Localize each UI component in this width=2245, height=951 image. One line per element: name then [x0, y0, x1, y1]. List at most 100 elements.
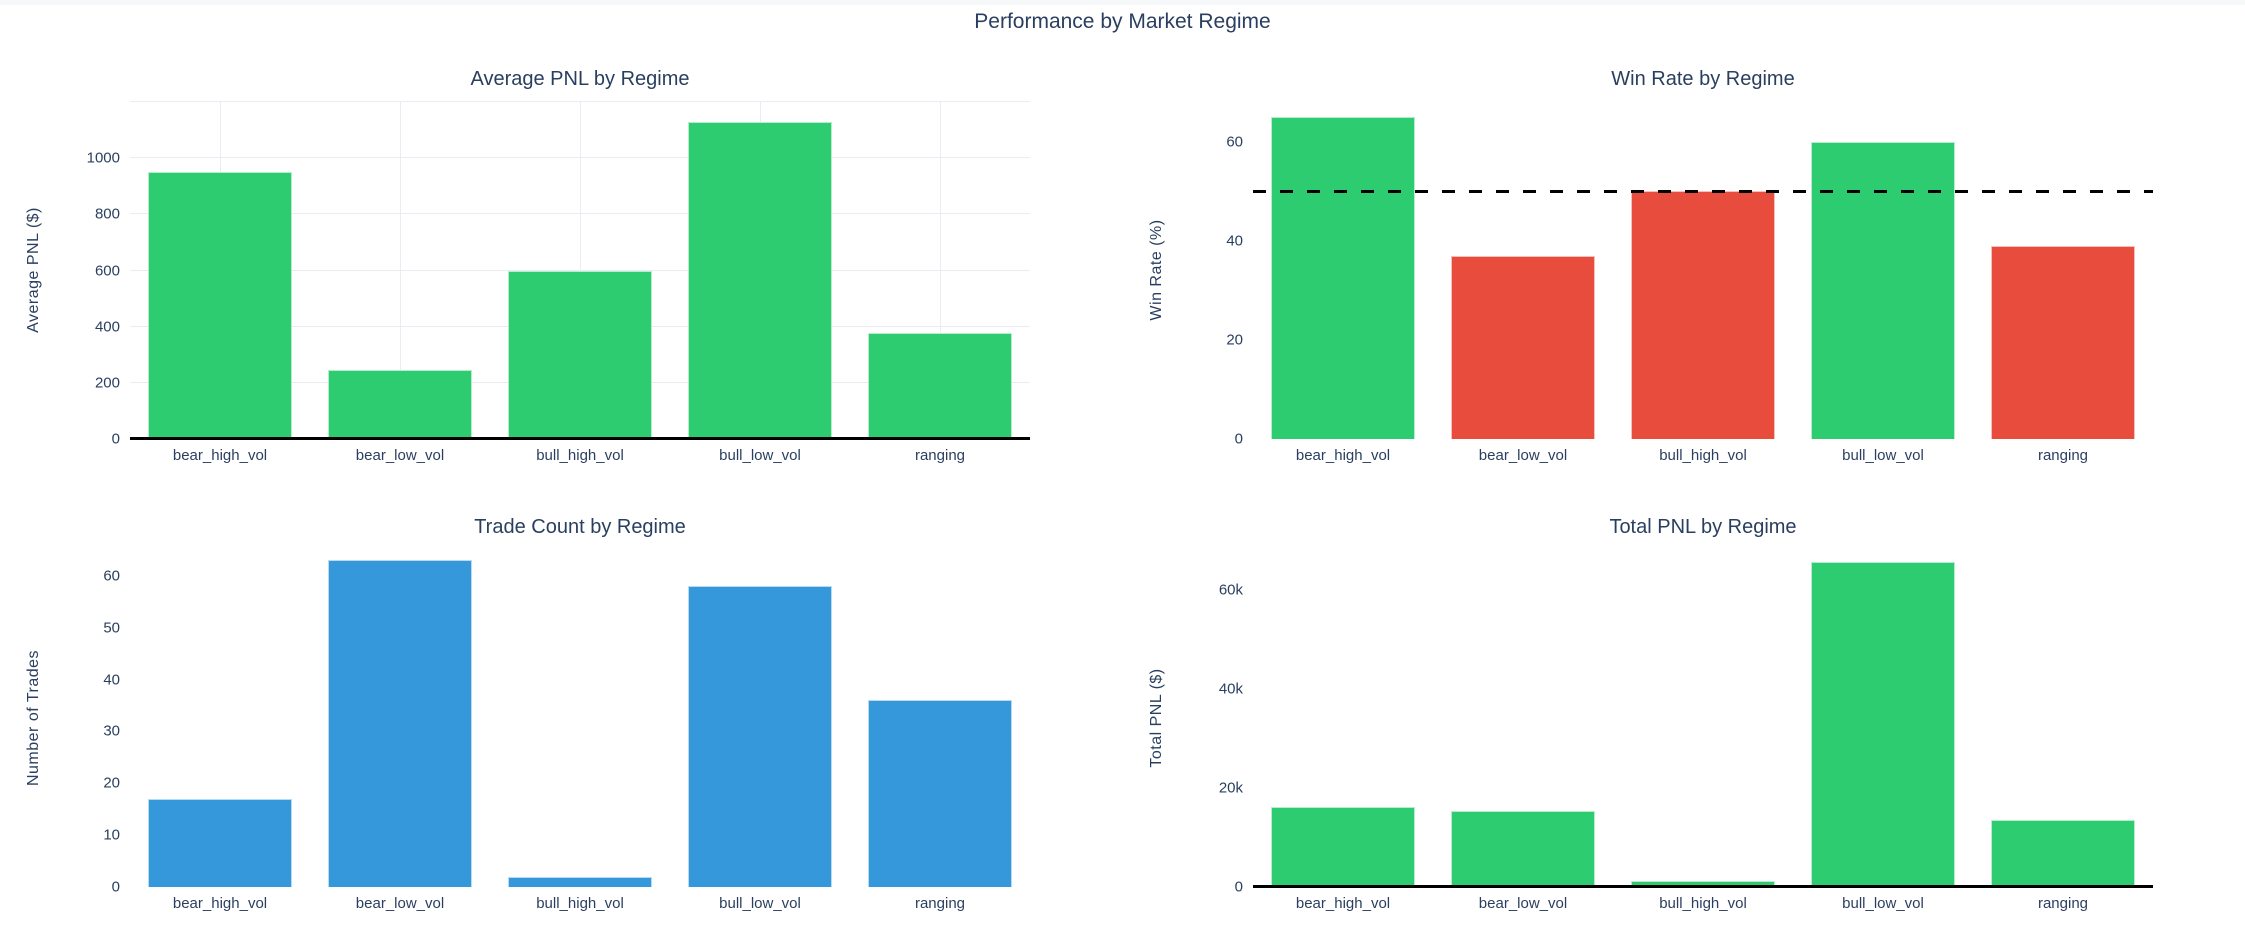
bar-slot [1793, 550, 1973, 887]
x-tick-label: ranging [914, 447, 966, 464]
bar-bear_low_vol [1451, 810, 1595, 887]
bar-bear_low_vol [328, 370, 472, 439]
y-tick-label: 0 [111, 430, 120, 448]
y-tick-label: 20 [103, 774, 120, 792]
bar-bull_low_vol [688, 121, 832, 439]
x-tick-label: bear_high_vol [172, 895, 268, 912]
y-axis-title: Win Rate (%) [1148, 219, 1165, 321]
bars-row [130, 550, 1030, 887]
y-tick-label: 10 [103, 826, 120, 844]
subplot-title: Average PNL by Regime [470, 68, 690, 90]
bar-bear_high_vol [148, 798, 292, 887]
y-tick-label: 600 [94, 262, 120, 279]
y-tick-label: 60 [1226, 133, 1243, 151]
bar-slot [1433, 102, 1613, 439]
x-tick-label: bull_high_vol [536, 895, 624, 912]
bar-bear_high_vol [148, 172, 292, 439]
bar-slot [850, 550, 1030, 887]
bar-bull_low_vol [1811, 141, 1955, 439]
bar-bull_low_vol [688, 586, 832, 887]
bar-slot [310, 550, 490, 887]
bar-slot [1613, 550, 1793, 887]
bar-slot [1793, 102, 1973, 439]
subplot-title: Trade Count by Regime [474, 516, 686, 538]
x-tick-label: bear_high_vol [172, 447, 268, 464]
y-axis-title: Total PNL ($) [1148, 668, 1165, 768]
x-axis-zero-line [1253, 885, 2153, 888]
bar-slot [670, 550, 850, 887]
bar-slot [670, 102, 850, 439]
bar-slot [130, 550, 310, 887]
x-tick-labels: bear_high_vol bear_low_vol bull_high_vol bu… [130, 895, 1030, 912]
bar-bear_low_vol [1451, 255, 1595, 439]
x-tick-label: bull_high_vol [1659, 447, 1747, 464]
x-tick-label: bear_low_vol [355, 447, 445, 464]
x-tick-labels: bear_high_vol bear_low_vol bull_high_vol bu… [1253, 895, 2153, 912]
x-tick-labels: bear_high_vol bear_low_vol bull_high_vol bu… [130, 447, 1030, 464]
bar-bear_high_vol [1271, 806, 1415, 887]
plot-area: 0 20 40 60 bear_high_vol bear_low_vol bull_hig… [1226, 102, 2153, 464]
x-tick-label: ranging [2037, 895, 2089, 912]
y-axis-title: Average PNL ($) [25, 207, 42, 333]
y-tick-label: 60k [1218, 581, 1243, 599]
x-tick-label: bear_high_vol [1295, 447, 1391, 464]
bar-slot [850, 102, 1030, 439]
subplot-title: Total PNL by Regime [1609, 516, 1797, 538]
bar-bull_high_vol [1631, 191, 1775, 439]
bar-bear_high_vol [1271, 116, 1415, 439]
chart-panel-win-rate: Win Rate by Regime Win Rate (%) 0 20 40 60 b… [1123, 40, 2245, 488]
x-tick-labels: bear_high_vol bear_low_vol bull_high_vol bu… [1253, 447, 2153, 464]
chart-panel-average-pnl: Average PNL by Regime Average PNL ($) 0 2… [0, 40, 1122, 488]
y-tick-label: 400 [94, 318, 120, 336]
bar-ranging [1991, 819, 2135, 887]
bar-ranging [1991, 245, 2135, 439]
plot-area: 0 10 20 30 40 50 60 bear_high_vol bear_low_vol bu… [103, 550, 1030, 912]
bars-row [1253, 550, 2153, 887]
bar-ranging [868, 332, 1012, 439]
bar-slot [1253, 550, 1433, 887]
x-tick-label: bull_low_vol [1842, 895, 1924, 912]
y-tick-label: 50 [103, 619, 120, 637]
y-axis-title: Number of Trades [25, 649, 42, 787]
y-tick-label: 40 [103, 671, 120, 689]
bars-row [1253, 102, 2153, 439]
plot-area: 0 20k 40k 60k bear_high_vol bear_low_vol bull_… [1219, 550, 2153, 912]
gridline-vertical [400, 102, 401, 439]
x-tick-label: bear_low_vol [1478, 895, 1568, 912]
charts-grid: Average PNL by Regime Average PNL ($) 0 2… [0, 40, 2245, 940]
bar-slot [1433, 550, 1613, 887]
y-tick-label: 20 [1226, 331, 1243, 349]
y-tick-label: 40k [1218, 680, 1243, 698]
x-tick-label: bull_high_vol [536, 447, 624, 464]
bar-bull_high_vol [508, 876, 652, 887]
x-tick-label: bear_low_vol [1478, 447, 1568, 464]
plot-area: 0 200 400 600 800 1000 bear_high_vol bear_low_v… [87, 101, 1030, 464]
bars-row [130, 102, 1030, 439]
bar-ranging [868, 700, 1012, 887]
x-tick-label: bear_low_vol [355, 895, 445, 912]
x-tick-label: bull_low_vol [719, 895, 801, 912]
y-tick-label: 60 [103, 567, 120, 585]
x-tick-label: bull_low_vol [719, 447, 801, 464]
bar-slot [310, 102, 490, 439]
y-tick-label: 1000 [86, 149, 120, 167]
y-tick-label: 20k [1218, 779, 1243, 797]
bar-slot [1253, 102, 1433, 439]
y-tick-label: 0 [111, 878, 120, 896]
x-tick-label: ranging [2037, 447, 2089, 464]
gridline-horizontal [130, 101, 1030, 102]
bar-bull_high_vol [508, 270, 652, 439]
x-tick-label: ranging [914, 895, 966, 912]
y-tick-label: 0 [1234, 430, 1243, 448]
subplot-title: Win Rate by Regime [1611, 68, 1795, 90]
y-tick-label: 800 [94, 205, 120, 223]
bar-slot [1973, 550, 2153, 887]
bar-slot [1973, 102, 2153, 439]
x-tick-label: bull_high_vol [1659, 895, 1747, 912]
y-tick-label: 0 [1234, 878, 1243, 896]
chart-panel-trade-count: Trade Count by Regime Number of Trades 0… [0, 488, 1122, 936]
top-strip [0, 0, 2245, 5]
x-axis-zero-line [130, 437, 1030, 440]
y-tick-label: 40 [1226, 232, 1243, 250]
